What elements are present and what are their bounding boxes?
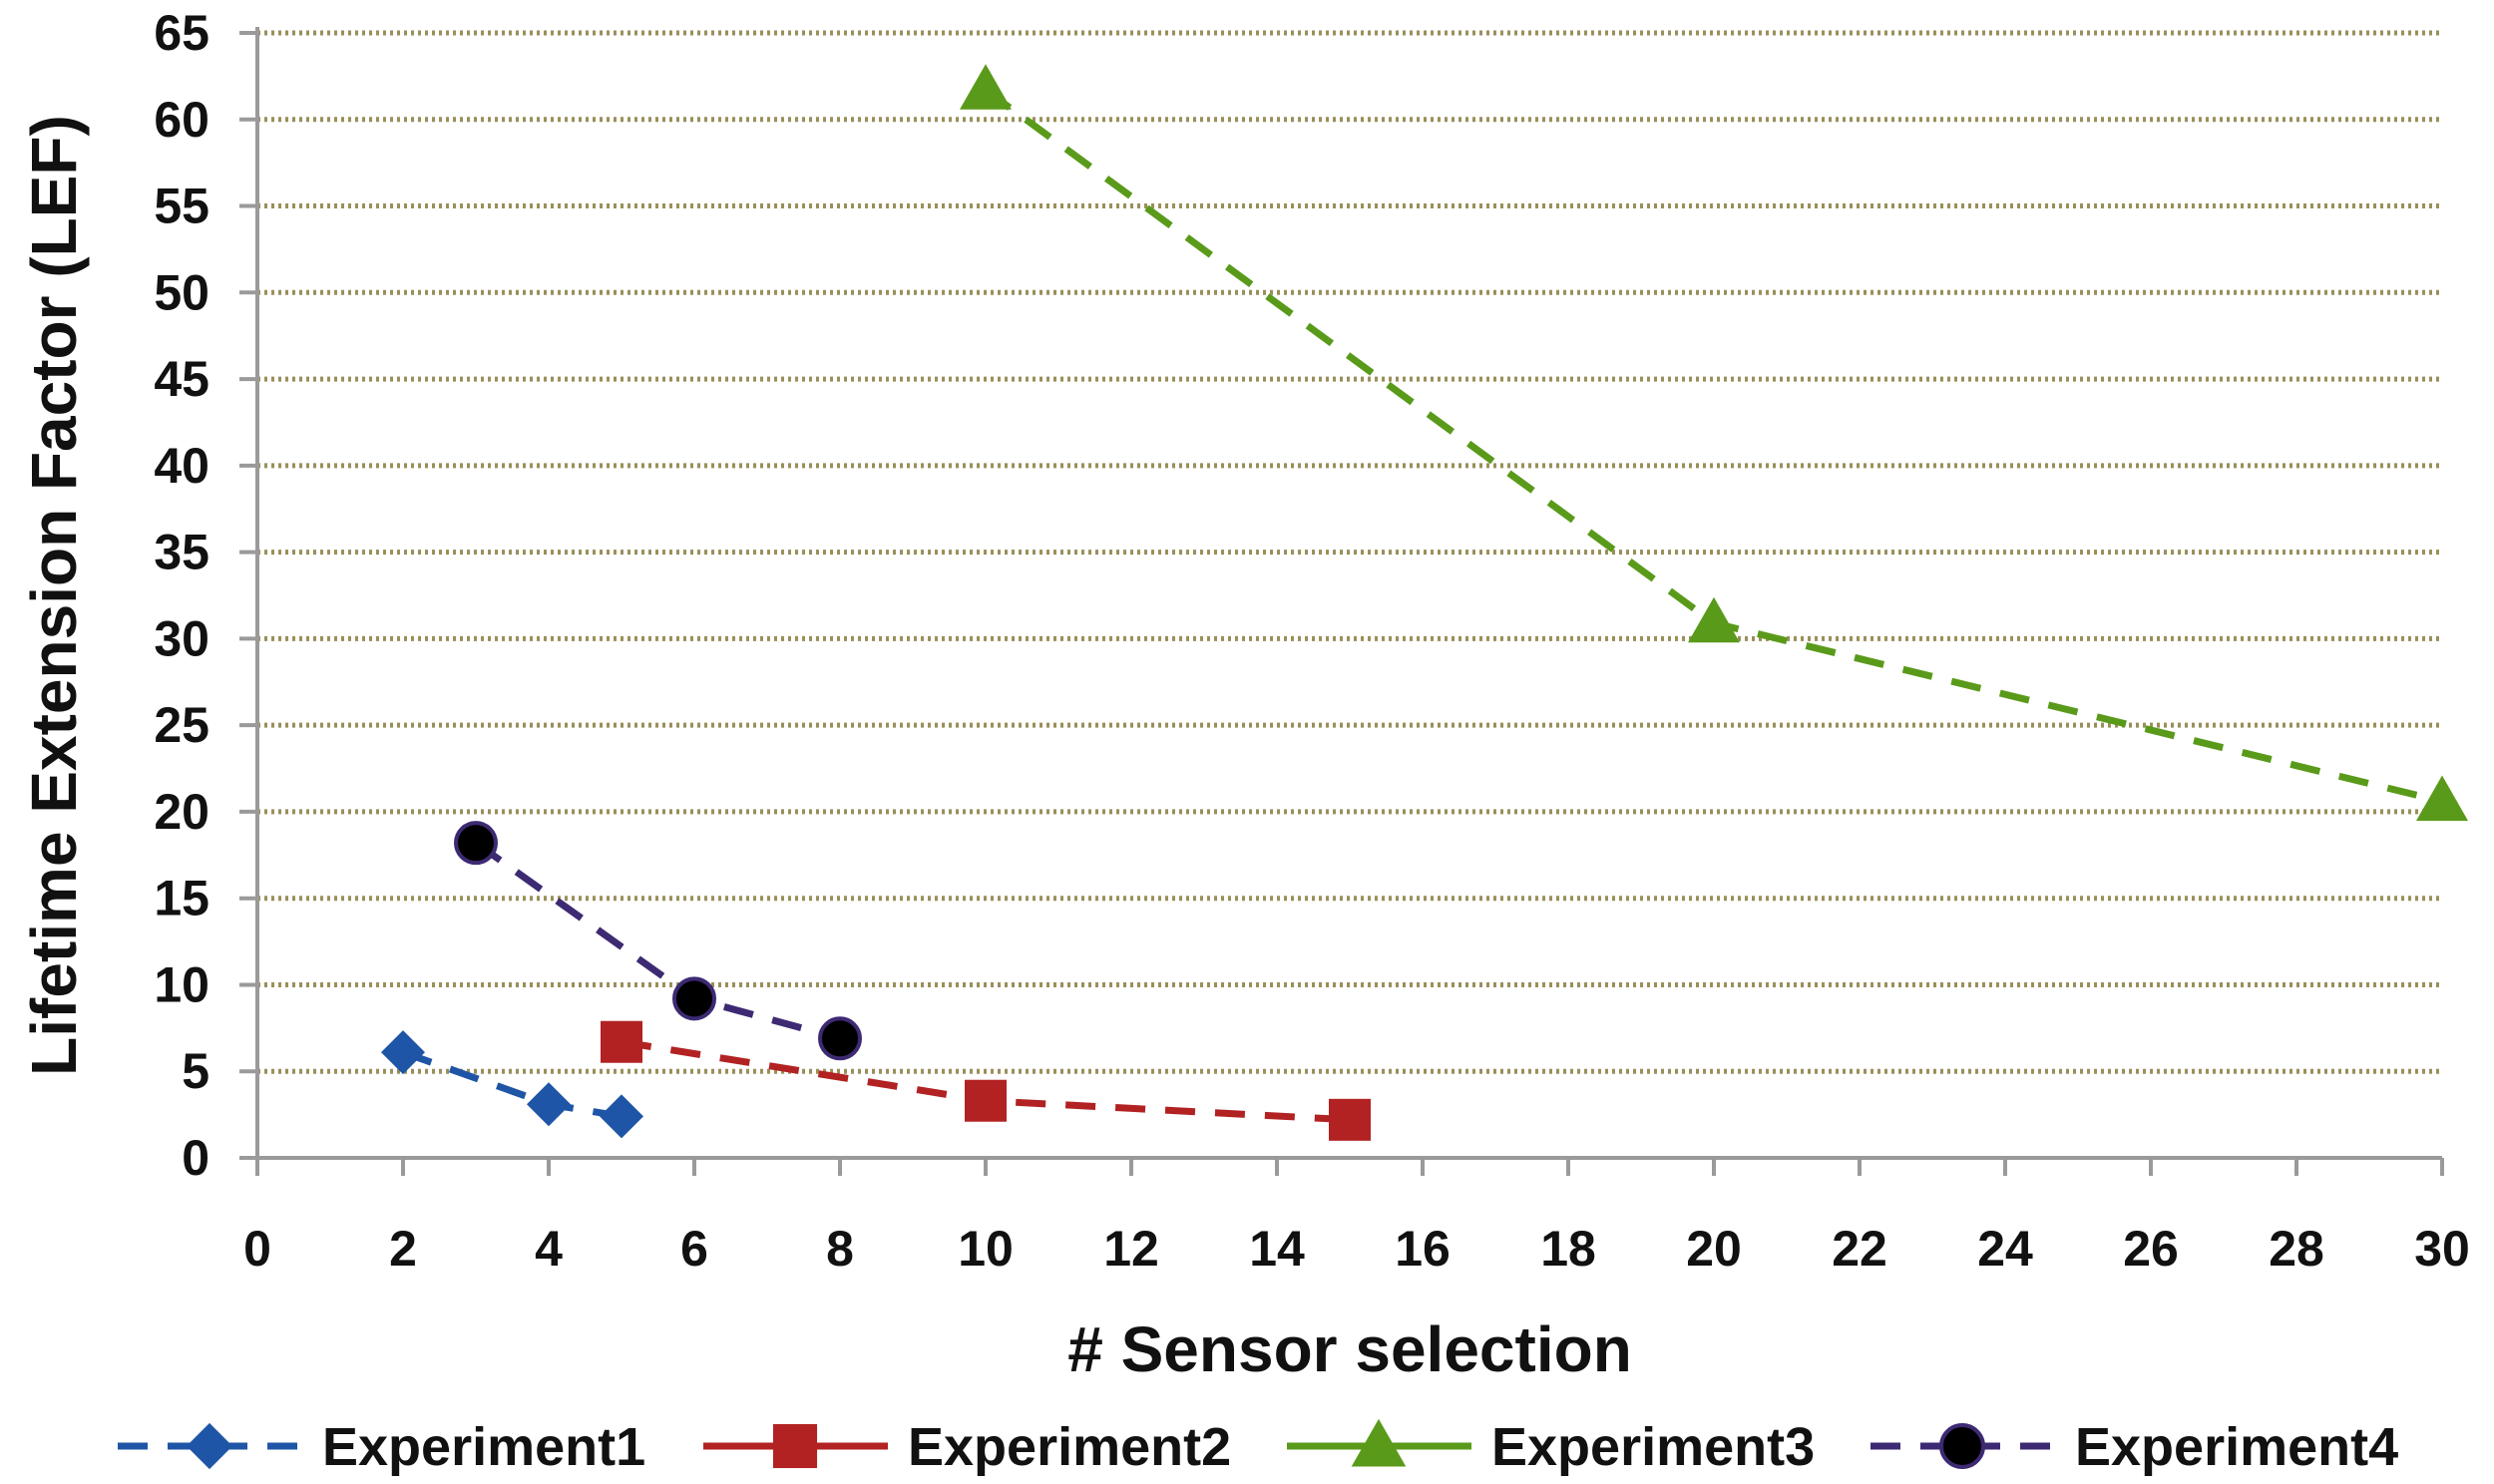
series-3 [960, 64, 2468, 822]
y-tick-label-25: 25 [154, 697, 209, 753]
data-point-3-2 [1688, 596, 1740, 643]
data-point-4-3 [818, 1016, 862, 1061]
series-line-1 [401, 1048, 623, 1120]
y-tick-label-5: 5 [182, 1043, 209, 1099]
y-tick-label-40: 40 [154, 438, 209, 494]
x-tick-label-12: 12 [1103, 1221, 1159, 1277]
x-tick-label-20: 20 [1686, 1221, 1742, 1277]
series-line-3 [983, 87, 2443, 805]
y-axis-title: Lifetime Extension Factor (LEF) [18, 115, 90, 1076]
legend: Experiment1 Experiment2 Experiment3 Experim… [118, 1417, 2398, 1477]
x-axis-title: # Sensor selection [1067, 1313, 1632, 1385]
data-point-2-3 [1329, 1098, 1371, 1141]
legend-label-3: Experiment3 [1491, 1417, 1815, 1477]
legend-label-1: Experiment1 [322, 1417, 645, 1477]
x-tick-label-8: 8 [826, 1221, 854, 1277]
x-tick-label-22: 22 [1832, 1221, 1887, 1277]
grid-lines [257, 30, 2442, 1074]
data-point-4-1 [454, 821, 498, 866]
data-point-1-1 [381, 1030, 425, 1075]
y-tick-label-15: 15 [154, 871, 209, 927]
legend-label-2: Experiment2 [908, 1417, 1231, 1477]
data-point-2-1 [601, 1020, 642, 1063]
legend-marker-1 [186, 1422, 233, 1470]
y-tick-label-55: 55 [154, 179, 209, 234]
x-tick-label-10: 10 [958, 1221, 1014, 1277]
data-point-3-1 [960, 64, 1012, 110]
axes [255, 27, 2442, 1160]
legend-label-4: Experiment4 [2075, 1417, 2398, 1477]
y-tick-label-10: 10 [154, 956, 209, 1012]
x-tick-label-14: 14 [1249, 1221, 1305, 1277]
series-line-4 [473, 840, 841, 1042]
legend-marker-4 [1939, 1423, 1985, 1469]
data-point-4-2 [672, 976, 716, 1021]
y-tick-label-30: 30 [154, 610, 209, 666]
legend-marker-3 [1351, 1418, 1407, 1467]
data-point-3-3 [2416, 775, 2468, 822]
y-tick-label-0: 0 [182, 1130, 209, 1186]
series-2 [601, 1020, 1371, 1141]
y-tick-label-65: 65 [154, 5, 209, 61]
y-tick-label-20: 20 [154, 784, 209, 840]
x-tick-label-26: 26 [2123, 1221, 2179, 1277]
data-point-2-2 [965, 1079, 1007, 1122]
data-point-1-3 [600, 1094, 643, 1139]
x-tick-label-0: 0 [243, 1221, 271, 1277]
x-tick-label-4: 4 [535, 1221, 563, 1277]
series-4 [454, 821, 862, 1061]
x-tick-label-16: 16 [1395, 1221, 1451, 1277]
series [381, 64, 2468, 1141]
y-tick-label-35: 35 [154, 525, 209, 580]
x-tick-label-18: 18 [1540, 1221, 1596, 1277]
y-tick-label-50: 50 [154, 264, 209, 320]
x-tick-label-28: 28 [2269, 1221, 2324, 1277]
legend-marker-2 [772, 1423, 818, 1469]
y-tick-label-60: 60 [154, 92, 209, 148]
x-tick-label-30: 30 [2414, 1221, 2470, 1277]
data-point-1-2 [527, 1082, 571, 1127]
x-tick-label-24: 24 [1977, 1221, 2033, 1277]
x-tick-label-2: 2 [389, 1221, 417, 1277]
y-tick-label-45: 45 [154, 351, 209, 407]
x-tick-label-6: 6 [680, 1221, 708, 1277]
series-1 [381, 1030, 643, 1139]
